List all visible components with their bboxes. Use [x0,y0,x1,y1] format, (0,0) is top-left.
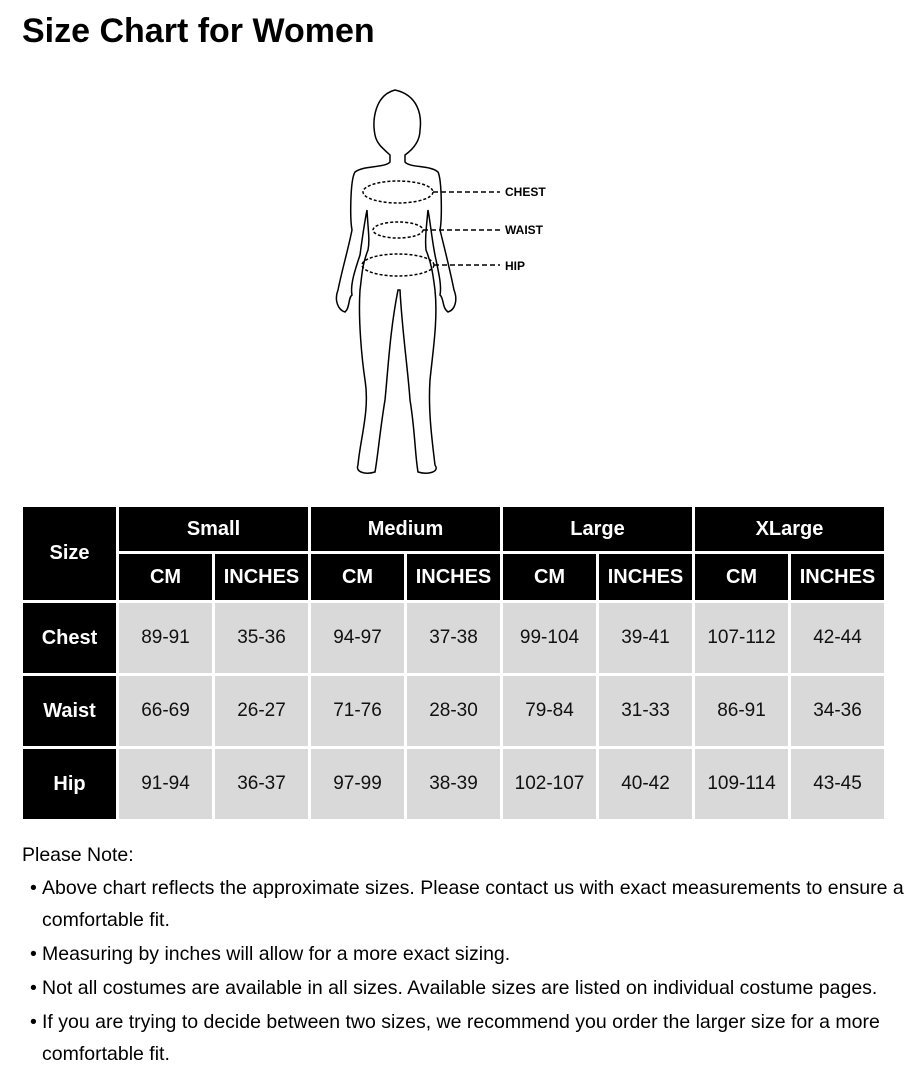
table-cell: 43-45 [791,749,884,819]
table-cell: 97-99 [311,749,404,819]
table-cell: 99-104 [503,603,596,673]
table-cell: 39-41 [599,603,692,673]
table-cell: 34-36 [791,676,884,746]
note-item: Above chart reflects the approximate siz… [22,872,905,936]
group-header-large: Large [503,507,692,551]
group-header-medium: Medium [311,507,500,551]
group-header-small: Small [119,507,308,551]
row-header: Chest [23,603,116,673]
unit-header: CM [119,554,212,600]
unit-header: INCHES [599,554,692,600]
table-cell: 37-38 [407,603,500,673]
notes-section: Please Note: Above chart reflects the ap… [22,838,905,1072]
body-silhouette [335,89,457,474]
hip-label: HIP [505,259,525,273]
unit-header: INCHES [215,554,308,600]
table-cell: 71-76 [311,676,404,746]
unit-header: CM [695,554,788,600]
note-item: If you are trying to decide between two … [22,1006,905,1070]
table-cell: 109-114 [695,749,788,819]
row-header: Hip [23,749,116,819]
table-cell: 42-44 [791,603,884,673]
unit-header: CM [311,554,404,600]
table-cell: 107-112 [695,603,788,673]
waist-label: WAIST [505,223,544,237]
table-cell: 91-94 [119,749,212,819]
page-title: Size Chart for Women [22,12,375,50]
group-header-xlarge: XLarge [695,507,884,551]
table-cell: 94-97 [311,603,404,673]
table-cell: 28-30 [407,676,500,746]
size-table: Size Small Medium Large XLarge CM INCHES C… [20,504,887,822]
note-item: Measuring by inches will allow for a mor… [22,938,905,970]
unit-header: INCHES [791,554,884,600]
table-row: Chest 89-91 35-36 94-97 37-38 99-104 39-41 107-… [23,603,884,673]
unit-header: INCHES [407,554,500,600]
chest-label: CHEST [505,185,546,199]
size-header: Size [23,507,116,600]
notes-heading: Please Note: [22,844,134,866]
table-cell: 79-84 [503,676,596,746]
table-cell: 38-39 [407,749,500,819]
table-cell: 102-107 [503,749,596,819]
table-cell: 40-42 [599,749,692,819]
chest-line [362,180,434,204]
table-cell: 66-69 [119,676,212,746]
row-header: Waist [23,676,116,746]
table-cell: 86-91 [695,676,788,746]
table-row: Waist 66-69 26-27 71-76 28-30 79-84 31-33 86-91… [23,676,884,746]
table-row: Hip 91-94 36-37 97-99 38-39 102-107 40-42 109-1… [23,749,884,819]
table-cell: 26-27 [215,676,308,746]
body-measurement-figure: CHEST WAIST HIP [335,89,546,474]
table-cell: 31-33 [599,676,692,746]
table-cell: 36-37 [215,749,308,819]
hip-line [361,253,435,277]
unit-header: CM [503,554,596,600]
table-cell: 89-91 [119,603,212,673]
table-cell: 35-36 [215,603,308,673]
note-item: Not all costumes are available in all si… [22,972,905,1004]
waist-line [372,221,424,239]
